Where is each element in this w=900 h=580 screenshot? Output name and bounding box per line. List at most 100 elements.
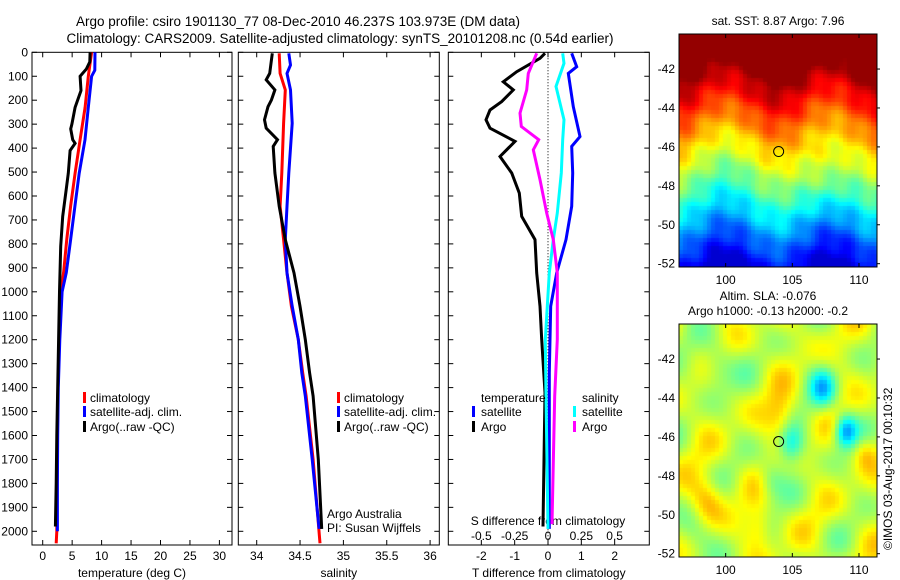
plot-frame (237, 51, 440, 546)
x-tick-label: 34 (250, 549, 264, 563)
lon-tick-label: 105 (782, 563, 802, 577)
lat-tick-label: -46 (658, 140, 676, 154)
lat-tick-label: -52 (658, 547, 676, 561)
sla-map-image (679, 324, 877, 557)
legend-swatch-climatology (83, 392, 86, 403)
lat-tick-label: -50 (658, 508, 676, 522)
series-line-salinity-satellite (543, 53, 566, 529)
x-tick-label: -1 (509, 549, 520, 563)
x-tick-label: 30 (213, 549, 227, 563)
temperature-legend: climatology satellite-adj. clim. Argo(..… (83, 391, 182, 434)
depth-tick-label: 1400 (1, 381, 28, 395)
depth-tick-label: 1300 (1, 357, 28, 371)
depth-tick-label: 1900 (1, 500, 28, 514)
depth-tick-label: 0 (21, 45, 28, 59)
x-tick-label: 0 (545, 549, 552, 563)
depth-tick-label: 1100 (2, 309, 28, 323)
lat-tick-label: -48 (658, 179, 676, 193)
salinity-legend: climatology satellite-adj. clim. Argo(..… (337, 391, 436, 434)
x-tick-label: 10 (95, 549, 109, 563)
argo-position-marker (773, 436, 785, 448)
lat-tick-label: -46 (658, 430, 676, 444)
sla-map-title: Altim. SLA: -0.076 (720, 289, 817, 303)
x-tick-label: 35 (337, 549, 351, 563)
lat-tick-label: -50 (658, 218, 676, 232)
x-tick-label: 35.5 (375, 549, 399, 563)
legend-label-climatology: climatology (90, 391, 150, 405)
series-line-temperature-argo (484, 52, 547, 527)
map-frame (678, 323, 878, 558)
legend-swatch-s-argo (573, 421, 576, 432)
sst-map-image (679, 34, 877, 267)
plot-frame (31, 51, 233, 546)
x-tick-label: 36 (423, 549, 437, 563)
lat-tick-label: -48 (658, 469, 676, 483)
credit-line1: Argo Australia (327, 507, 402, 521)
lat-tick-label: -42 (658, 62, 676, 76)
x-axis-label: salinity (320, 566, 357, 580)
legend-swatch-satellite (83, 406, 86, 417)
legend-label-t-satellite: satellite (481, 405, 522, 419)
x-axis-label: temperature (deg C) (78, 566, 186, 580)
depth-tick-label: 700 (8, 213, 28, 227)
series-line-salinity-argo (518, 52, 559, 525)
depth-tick-label: 2000 (1, 524, 28, 538)
legend-swatch-t-satellite (472, 406, 475, 417)
sst-map-panel: 100 105 110 -42 -44 -46 -48 -50 -52 sat. SST: 8.8… (658, 14, 880, 287)
series-line-satellite-adj-clim- (55, 52, 97, 532)
legend-label-satellite: satellite-adj. clim. (344, 405, 436, 419)
series-line-argo-raw-qc- (262, 53, 324, 529)
depth-tick-label: 1600 (1, 429, 28, 443)
lat-tick-label: -52 (658, 257, 676, 271)
salinity-panel: 34 34.5 35 35.5 36 salinity (237, 51, 440, 580)
depth-tick-label: 400 (8, 141, 28, 155)
depth-tick-label: 1000 (1, 285, 28, 299)
legend-label-t-argo: Argo (481, 420, 507, 434)
series-line-argo-raw-qc- (53, 52, 92, 527)
legend-swatch-argo (337, 421, 340, 432)
lon-tick-label: 110 (849, 563, 868, 577)
legend-label-satellite: satellite-adj. clim. (90, 405, 182, 419)
map-frame (678, 33, 878, 268)
lat-tick-label: -44 (658, 391, 676, 405)
x-tick-label: 2 (611, 549, 618, 563)
legend-header-salinity: salinity (582, 391, 619, 405)
legend-label-s-satellite: satellite (582, 405, 623, 419)
plot-frame (447, 51, 650, 546)
x2-tick-label: -0.5 (471, 529, 492, 543)
legend-label-argo: Argo(..raw -QC) (344, 420, 429, 434)
lat-tick-label: -42 (658, 352, 676, 366)
x-tick-label: 20 (154, 549, 168, 563)
sla-map-subtitle: Argo h1000: -0.13 h2000: -0.2 (688, 304, 848, 318)
figure-title-line1: Argo profile: csiro 1901130_77 08-Dec-20… (76, 14, 520, 29)
legend-swatch-t-argo (472, 421, 475, 432)
depth-tick-label: 500 (8, 165, 28, 179)
x-tick-label: 1 (578, 549, 585, 563)
figure-title-line2: Climatology: CARS2009. Satellite-adjuste… (66, 31, 613, 46)
x-tick-label: 0 (39, 549, 46, 563)
depth-tick-label: 300 (8, 117, 28, 131)
legend-label-s-argo: Argo (582, 420, 608, 434)
depth-tick-label: 900 (8, 261, 28, 275)
difference-panel: -2 -1 0 1 2 T difference from climatology -0.5… (447, 51, 650, 580)
depth-tick-label: 1800 (1, 476, 28, 490)
x-tick-label: 34.5 (288, 549, 312, 563)
argo-position-marker (773, 146, 785, 158)
sla-map-panel: 100 105 110 -42 -44 -46 -48 -50 -52 Altim. SLA: -… (658, 289, 880, 577)
depth-tick-label: 1500 (1, 405, 28, 419)
x2-tick-label: -0.25 (501, 529, 529, 543)
legend-swatch-s-satellite (573, 406, 576, 417)
x2-tick-label: 0 (545, 529, 552, 543)
lon-tick-label: 100 (716, 273, 736, 287)
x-tick-label: 5 (69, 549, 76, 563)
temperature-panel: 0100200300400500600700800900100011001200… (1, 45, 233, 580)
sst-map-title: sat. SST: 8.87 Argo: 7.96 (712, 14, 845, 28)
lon-tick-label: 110 (849, 273, 868, 287)
legend-label-climatology: climatology (344, 391, 404, 405)
difference-legend: temperature satellite Argo salinity sate… (472, 391, 623, 434)
lat-tick-label: -44 (658, 101, 676, 115)
x2-tick-label: 0.5 (606, 529, 623, 543)
x-tick-label: 15 (124, 549, 138, 563)
